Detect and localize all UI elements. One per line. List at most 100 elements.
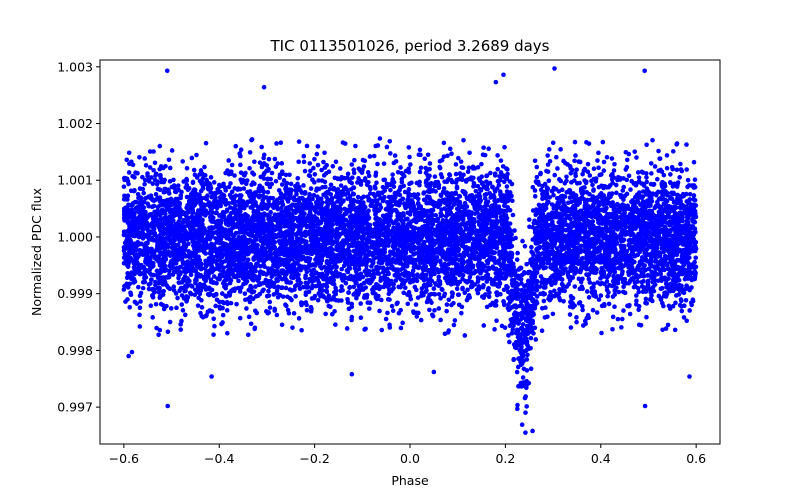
data-point: [437, 258, 443, 264]
data-point: [266, 156, 272, 162]
data-point: [500, 164, 506, 169]
data-point: [631, 284, 637, 290]
data-point: [319, 265, 325, 271]
data-point: [199, 305, 205, 310]
data-point: [229, 162, 235, 168]
data-point: [672, 327, 678, 333]
data-point: [329, 311, 335, 317]
data-point: [219, 291, 225, 296]
data-point: [364, 295, 370, 300]
data-point: [623, 149, 629, 155]
data-point: [494, 318, 499, 324]
data-point: [482, 152, 488, 158]
data-point: [377, 136, 383, 141]
data-point: [358, 182, 364, 187]
data-point: [650, 137, 655, 143]
data-point: [390, 308, 396, 313]
data-point: [219, 321, 224, 327]
data-point: [674, 167, 680, 173]
data-point: [465, 169, 471, 175]
data-point: [365, 300, 371, 305]
data-point: [279, 182, 285, 187]
data-point: [427, 161, 433, 166]
data-point: [635, 279, 640, 284]
data-point: [634, 273, 639, 278]
data-point: [259, 144, 264, 150]
data-point: [283, 285, 289, 291]
data-point: [211, 180, 217, 185]
data-point: [385, 310, 390, 316]
data-point: [283, 302, 288, 307]
data-point: [521, 283, 527, 289]
data-point: [279, 322, 285, 328]
data-point: [621, 308, 626, 313]
data-point: [250, 170, 255, 176]
data-point: [302, 168, 308, 174]
data-point: [693, 255, 699, 261]
data-point: [466, 278, 472, 284]
data-point: [366, 306, 372, 311]
data-point: [198, 188, 204, 194]
data-point: [503, 212, 509, 218]
data-point: [462, 333, 468, 338]
data-point: [595, 158, 600, 163]
data-point: [205, 309, 211, 315]
data-point: [401, 290, 407, 296]
data-point: [391, 281, 396, 287]
data-point: [439, 207, 444, 212]
data-point: [387, 138, 393, 144]
data-point: [333, 159, 339, 165]
data-point: [183, 269, 189, 275]
data-point: [455, 292, 461, 298]
data-point: [644, 142, 649, 148]
data-point: [142, 156, 148, 161]
data-point: [542, 315, 548, 320]
data-point: [504, 184, 510, 189]
data-point: [614, 190, 619, 196]
data-point: [167, 286, 173, 292]
data-point: [679, 304, 684, 309]
data-point: [432, 308, 437, 313]
data-point: [373, 170, 379, 176]
data-point: [467, 150, 472, 156]
data-point: [673, 293, 679, 298]
data-point: [509, 193, 514, 199]
data-point: [526, 217, 532, 222]
data-point: [492, 327, 497, 332]
data-point: [687, 191, 693, 197]
data-point: [446, 297, 452, 303]
data-point: [338, 183, 344, 188]
data-point: [685, 177, 691, 183]
data-point: [392, 153, 398, 158]
data-point: [664, 165, 670, 171]
data-point: [616, 289, 622, 295]
data-point: [234, 301, 239, 307]
data-point: [169, 148, 175, 153]
data-point: [253, 293, 259, 299]
data-point: [367, 257, 373, 263]
data-point: [458, 159, 464, 164]
data-point: [543, 305, 548, 311]
data-point: [514, 257, 520, 262]
data-point: [596, 165, 601, 171]
data-point: [479, 161, 484, 167]
data-point: [452, 318, 458, 323]
data-point: [683, 191, 689, 197]
data-point: [454, 286, 460, 292]
data-point: [536, 202, 542, 208]
data-point: [669, 164, 675, 170]
data-point: [441, 140, 447, 146]
data-point: [315, 162, 321, 168]
data-point: [627, 311, 633, 317]
data-points: [121, 66, 699, 435]
data-point: [648, 161, 654, 166]
data-point: [241, 186, 247, 191]
data-point: [539, 328, 545, 334]
data-point: [581, 168, 587, 173]
data-point: [643, 267, 648, 273]
data-point: [154, 268, 160, 274]
data-point: [580, 171, 585, 177]
data-point: [667, 180, 673, 185]
data-point: [444, 302, 450, 307]
